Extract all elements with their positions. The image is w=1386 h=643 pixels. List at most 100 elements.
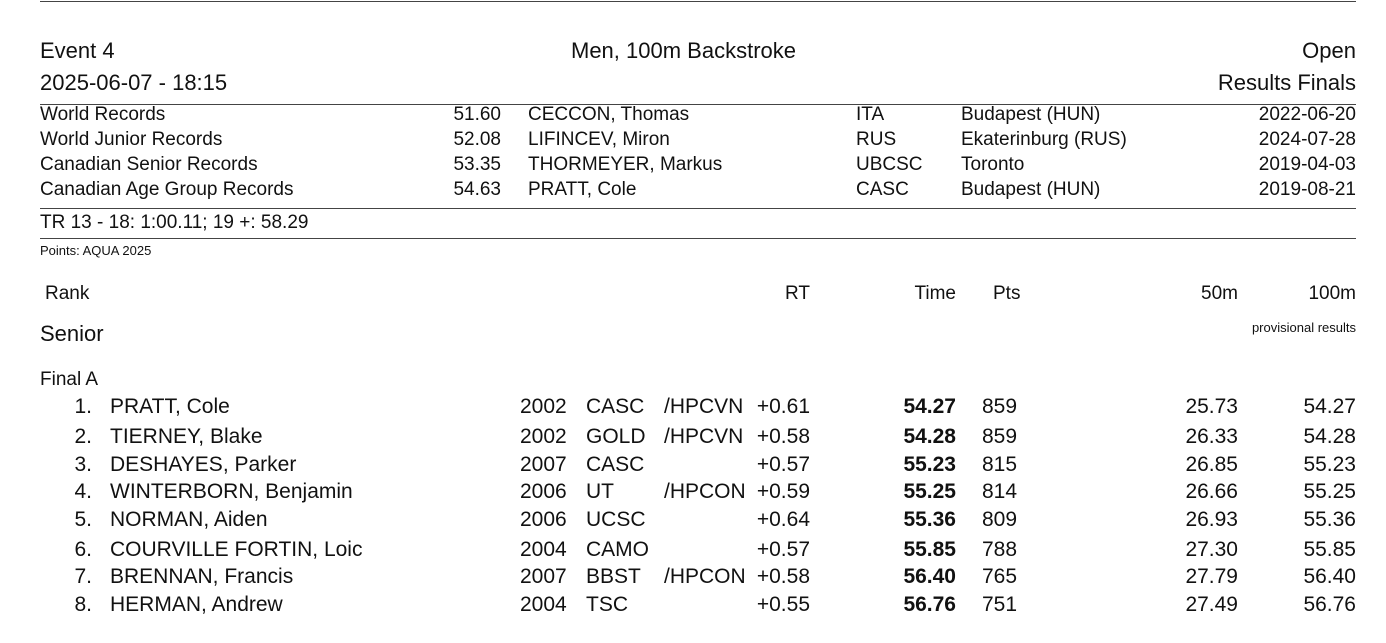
final-label: Final A: [40, 369, 99, 390]
top-rule: [40, 1, 1356, 2]
result-reaction-time: +0.58: [756, 565, 810, 588]
record-holder: CECCON, Thomas: [528, 104, 690, 125]
result-split-100m: 56.40: [1303, 565, 1356, 588]
result-time: 54.28: [903, 425, 956, 448]
result-rank: 8.: [74, 593, 92, 616]
record-time: 52.08: [453, 129, 501, 150]
record-club: RUS: [856, 129, 897, 150]
column-100m: 100m: [1308, 283, 1356, 304]
result-split-50m: 27.49: [1185, 593, 1238, 616]
qualifying-times: TR 13 - 18: 1:00.11; 19 +: 58.29: [40, 212, 309, 233]
column-rank: Rank: [45, 283, 90, 304]
record-label: Canadian Senior Records: [40, 154, 258, 175]
result-split-100m: 55.25: [1303, 480, 1356, 503]
column-time: Time: [914, 283, 956, 304]
result-reaction-time: +0.64: [756, 508, 810, 531]
record-place: Toronto: [961, 154, 1025, 175]
result-club: CAMO: [586, 538, 649, 561]
result-birth-year: 2004: [520, 593, 567, 616]
result-split-50m: 26.93: [1185, 508, 1238, 531]
result-time: 55.25: [903, 480, 956, 503]
record-time: 51.60: [453, 104, 501, 125]
result-birth-year: 2007: [520, 565, 567, 588]
record-date: 2019-04-03: [1258, 154, 1356, 175]
result-time: 55.85: [903, 538, 956, 561]
result-split-100m: 54.27: [1303, 395, 1356, 418]
result-time: 56.76: [903, 593, 956, 616]
group-label: Senior: [40, 321, 104, 346]
result-club: UCSC: [586, 508, 646, 531]
result-reaction-time: +0.58: [756, 425, 810, 448]
result-split-50m: 26.66: [1185, 480, 1238, 503]
result-name: COURVILLE FORTIN, Loic: [110, 538, 363, 561]
result-points: 814: [982, 480, 1018, 503]
result-points: 815: [982, 453, 1018, 476]
record-place: Budapest (HUN): [961, 104, 1101, 125]
points-note: Points: AQUA 2025: [40, 243, 152, 258]
result-club: CASC: [586, 453, 645, 476]
record-holder: LIFINCEV, Miron: [528, 129, 670, 150]
tr-rule: [40, 238, 1356, 239]
record-date: 2024-07-28: [1258, 129, 1356, 150]
result-name: BRENNAN, Francis: [110, 565, 294, 588]
result-split-100m: 55.23: [1303, 453, 1356, 476]
result-rank: 4.: [74, 480, 92, 503]
result-note: /HPCVN: [664, 425, 744, 448]
column-rt: RT: [785, 283, 810, 304]
result-name: TIERNEY, Blake: [110, 425, 263, 448]
result-note: /HPCVN: [664, 395, 744, 418]
header-rule: [40, 104, 1356, 105]
record-time: 54.63: [453, 179, 501, 200]
event-number: Event 4: [40, 38, 115, 63]
event-datetime: 2025-06-07 - 18:15: [40, 70, 228, 95]
result-reaction-time: +0.59: [756, 480, 810, 503]
result-points: 859: [982, 395, 1018, 418]
result-split-100m: 56.76: [1303, 593, 1356, 616]
record-holder: PRATT, Cole: [528, 179, 637, 200]
result-rank: 5.: [74, 508, 92, 531]
record-time: 53.35: [453, 154, 501, 175]
record-label: World Junior Records: [40, 129, 223, 150]
record-place: Budapest (HUN): [961, 179, 1101, 200]
result-club: BBST: [586, 565, 641, 588]
record-label: World Records: [40, 104, 166, 125]
record-club: CASC: [856, 179, 909, 200]
records-rule: [40, 208, 1356, 209]
event-title: Men, 100m Backstroke: [571, 38, 796, 63]
result-birth-year: 2007: [520, 453, 567, 476]
result-name: NORMAN, Aiden: [110, 508, 268, 531]
result-name: HERMAN, Andrew: [110, 593, 283, 616]
result-name: PRATT, Cole: [110, 395, 230, 418]
column-pts: Pts: [993, 283, 1021, 304]
result-rank: 7.: [74, 565, 92, 588]
result-club: UT: [586, 480, 614, 503]
result-note: /HPCON: [664, 480, 746, 503]
result-rank: 3.: [74, 453, 92, 476]
result-time: 55.36: [903, 508, 956, 531]
result-birth-year: 2002: [520, 425, 567, 448]
result-points: 788: [982, 538, 1018, 561]
record-club: ITA: [856, 104, 885, 125]
result-split-50m: 26.33: [1185, 425, 1238, 448]
result-rank: 2.: [74, 425, 92, 448]
result-points: 859: [982, 425, 1018, 448]
result-birth-year: 2006: [520, 508, 567, 531]
record-date: 2019-08-21: [1258, 179, 1356, 200]
result-split-50m: 27.79: [1185, 565, 1238, 588]
result-birth-year: 2002: [520, 395, 567, 418]
event-category: Open: [1302, 38, 1356, 63]
result-club: TSC: [586, 593, 628, 616]
result-reaction-time: +0.57: [756, 453, 810, 476]
record-place: Ekaterinburg (RUS): [961, 129, 1127, 150]
result-reaction-time: +0.55: [756, 593, 810, 616]
result-time: 56.40: [903, 565, 956, 588]
record-club: UBCSC: [856, 154, 923, 175]
result-birth-year: 2006: [520, 480, 567, 503]
result-time: 55.23: [903, 453, 956, 476]
result-split-50m: 26.85: [1185, 453, 1238, 476]
result-reaction-time: +0.61: [756, 395, 810, 418]
result-club: CASC: [586, 395, 645, 418]
column-50m: 50m: [1201, 283, 1238, 304]
results-type: Results Finals: [1217, 70, 1356, 95]
result-split-100m: 55.85: [1303, 538, 1356, 561]
